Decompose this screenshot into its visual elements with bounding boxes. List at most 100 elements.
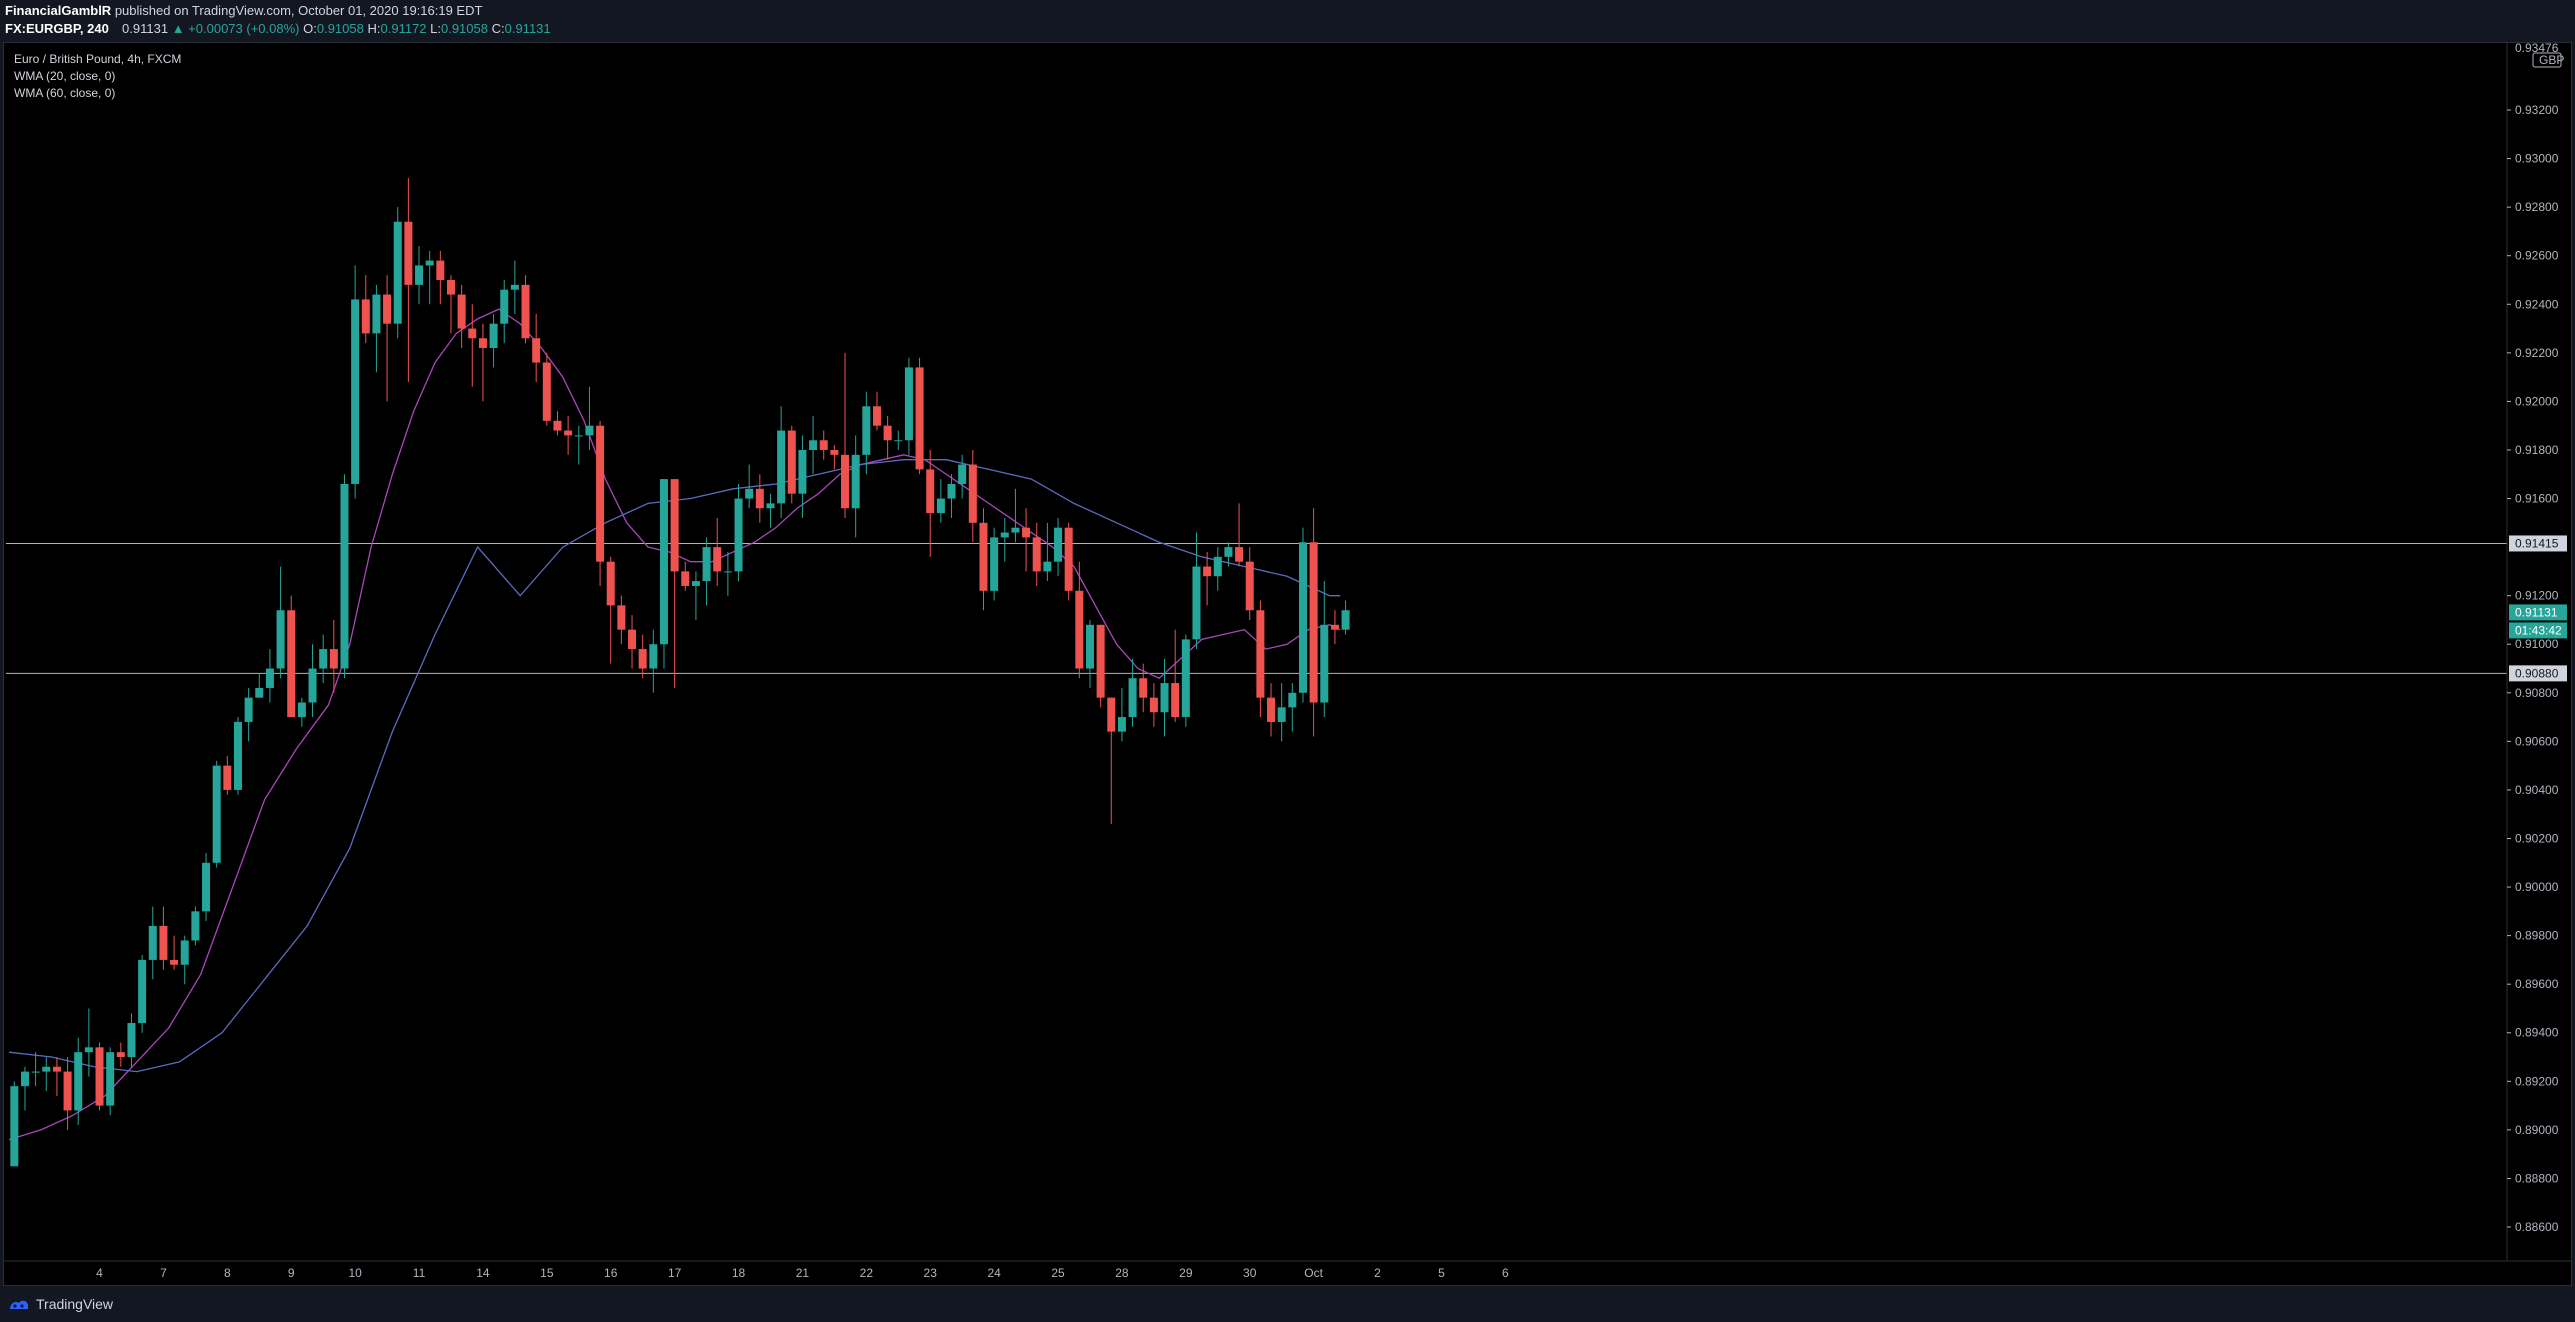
candle-body	[84, 1047, 93, 1053]
axes: 0.93200 0.93000 0.92800 0.92600 0.92400 0.922…	[4, 43, 2571, 1280]
candle	[872, 391, 881, 431]
time-tick-label: 8	[224, 1266, 231, 1280]
candle-body	[233, 721, 242, 790]
candle	[74, 1037, 83, 1126]
time-tick-label: 4	[96, 1266, 103, 1280]
candle	[255, 673, 264, 698]
legend-wma60[interactable]: WMA (60, close, 0)	[14, 86, 116, 100]
candle-body	[478, 338, 487, 348]
candle-body	[872, 406, 881, 426]
candle-body	[723, 571, 732, 573]
candle	[1096, 624, 1105, 708]
time-tick-label: 10	[348, 1266, 362, 1280]
candle-body	[659, 479, 668, 645]
candle-body	[1192, 566, 1201, 640]
candle	[308, 644, 317, 718]
candle	[372, 284, 381, 373]
candle-body	[638, 649, 647, 669]
time-tick-label: 16	[604, 1266, 618, 1280]
candle-body	[787, 430, 796, 494]
candle-body	[340, 483, 349, 669]
candle-body	[585, 425, 594, 436]
candle	[1011, 488, 1020, 543]
candle	[1043, 522, 1052, 582]
candle	[819, 430, 828, 460]
price-tick-label: 0.90000	[2515, 880, 2559, 894]
lower-line-price-label: 0.90880	[2515, 666, 2559, 680]
candle	[20, 1066, 29, 1111]
lower-line-price-label-box	[2509, 665, 2567, 682]
candle	[542, 352, 551, 426]
countdown-label-box	[2509, 622, 2567, 639]
candle-body	[457, 294, 466, 329]
candle-body	[297, 702, 306, 718]
candle	[713, 517, 722, 586]
candle	[1032, 522, 1041, 586]
candle-body	[766, 503, 775, 509]
candle	[1171, 629, 1180, 722]
candle-body	[244, 697, 253, 722]
price-tick-label: 0.89800	[2515, 929, 2559, 943]
time-tick-label: 25	[1051, 1266, 1065, 1280]
candle-body	[574, 435, 583, 437]
candle	[1022, 508, 1031, 572]
candle	[478, 323, 487, 402]
price-tick-label: 0.88600	[2515, 1220, 2559, 1234]
candle	[926, 449, 935, 557]
candle-body	[170, 959, 179, 965]
candle	[1181, 634, 1190, 727]
tradingview-brand[interactable]: TradingView	[8, 1296, 113, 1312]
candle-body	[1203, 566, 1212, 577]
candle-body	[979, 522, 988, 591]
price-tick-label: 0.92200	[2515, 346, 2559, 360]
candle-body	[649, 644, 658, 669]
candle	[393, 207, 402, 339]
price-tick-label: 0.88800	[2515, 1171, 2559, 1185]
candle	[638, 634, 647, 679]
candle-body	[255, 687, 264, 698]
candle	[265, 649, 274, 703]
candle	[1085, 619, 1094, 688]
candle-body	[894, 440, 903, 442]
candle-body	[1181, 639, 1190, 718]
candle-body	[947, 483, 956, 499]
legend-wma20[interactable]: WMA (20, close, 0)	[14, 69, 116, 83]
candle-body	[521, 284, 530, 339]
candle-body	[1000, 532, 1009, 538]
candle-body	[436, 260, 445, 280]
candle-body	[446, 279, 455, 295]
publisher-name[interactable]: FinancialGamblR	[5, 3, 112, 18]
candle-body	[936, 498, 945, 514]
candle-body	[425, 260, 434, 266]
time-tick-label: 22	[860, 1266, 874, 1280]
candle	[1128, 658, 1137, 727]
candle	[990, 527, 999, 601]
price-tick-label: 0.92000	[2515, 394, 2559, 408]
candle	[10, 1081, 19, 1167]
price-tick-label: 0.90400	[2515, 783, 2559, 797]
candle	[787, 425, 796, 504]
candle	[95, 1042, 104, 1111]
candle-body	[159, 925, 168, 960]
upper-line-price-label: 0.91415	[2515, 536, 2559, 550]
time-tick-label: 14	[476, 1266, 490, 1280]
candle-body	[202, 862, 211, 912]
candle	[383, 275, 392, 402]
candle	[425, 250, 434, 305]
candle	[233, 717, 242, 795]
candle	[830, 445, 839, 470]
candle-body	[1032, 537, 1041, 572]
price-chart[interactable]: 0.93200 0.93000 0.92800 0.92600 0.92400 0.922…	[4, 43, 2571, 1285]
chart-pane[interactable]: 0.93200 0.93000 0.92800 0.92600 0.92400 0.922…	[3, 42, 2572, 1286]
candle-body	[841, 454, 850, 509]
candle-body	[1341, 610, 1350, 630]
brand-label: TradingView	[36, 1296, 114, 1312]
price-tick-label: 0.89400	[2515, 1026, 2559, 1040]
candle	[500, 279, 509, 344]
candle	[936, 479, 945, 523]
candle-body	[223, 765, 232, 790]
price-tick-label: 0.93000	[2515, 152, 2559, 166]
candle	[947, 474, 956, 518]
candle-body	[95, 1047, 104, 1106]
candle-body	[361, 299, 370, 334]
